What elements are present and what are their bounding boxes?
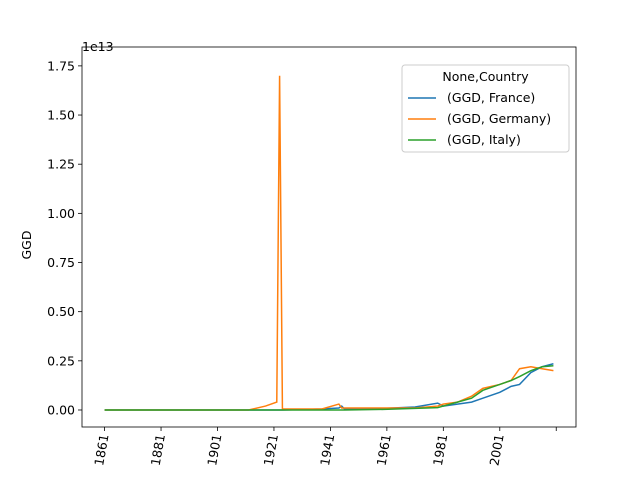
y-tick-label: 1.00: [47, 206, 75, 221]
x-tick-label: 1901: [204, 433, 224, 467]
x-tick-label: 1881: [148, 433, 168, 467]
y-tick-label: 0.75: [47, 255, 75, 270]
legend-title: None,Country: [442, 69, 529, 84]
y-tick-label: 1.50: [47, 108, 75, 123]
y-tick-label: 0.25: [47, 353, 75, 368]
x-tick-label: 1921: [261, 433, 281, 467]
x-tick-label: 2001: [486, 433, 506, 467]
y-tick-label: 0.00: [47, 402, 75, 417]
legend-label: (GGD, Germany): [447, 111, 551, 126]
y-tick-label: 1.25: [47, 157, 75, 172]
x-tick-label: 1861: [91, 433, 111, 467]
x-tick-label: 1941: [317, 433, 337, 467]
y-tick-label: 1.75: [47, 58, 75, 73]
y-tick-label: 0.50: [47, 304, 75, 319]
y-axis-label: GGD: [19, 231, 34, 260]
legend-label: (GGD, Italy): [447, 132, 521, 147]
legend-label: (GGD, France): [447, 90, 535, 105]
x-tick-label: 1981: [430, 433, 450, 467]
plot-frame: [81, 46, 577, 428]
legend-box: [401, 64, 570, 153]
legend: None,Country (GGD, France) (GGD, Germany) (…: [401, 64, 570, 153]
x-tick-label: 1961: [374, 433, 394, 467]
series-line: [104, 365, 554, 411]
y-offset-label: 1e13: [82, 39, 114, 54]
